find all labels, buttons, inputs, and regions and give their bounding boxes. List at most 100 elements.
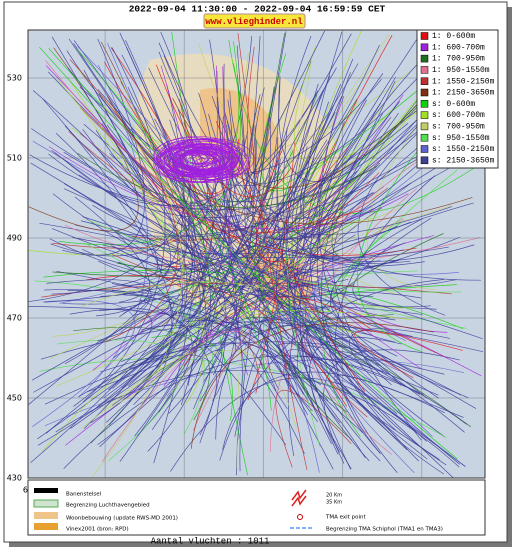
flight-track <box>151 58 354 431</box>
flight-track <box>199 324 402 402</box>
flight-track <box>105 55 313 410</box>
flight-track <box>185 30 325 297</box>
flight-track <box>39 46 458 460</box>
flight-track <box>64 188 206 253</box>
flight-track <box>111 54 187 288</box>
flight-track <box>346 311 482 377</box>
flight-track <box>30 229 193 464</box>
holding-track <box>153 136 241 177</box>
flight-track <box>228 181 449 259</box>
flight-track <box>259 354 364 434</box>
legend-swatch <box>420 133 429 142</box>
flight-track <box>319 335 461 431</box>
flight-track <box>272 171 366 231</box>
holding-track <box>172 146 226 172</box>
flight-track <box>72 221 411 255</box>
flight-track <box>92 101 400 237</box>
legend-label: s: 950-1550m <box>432 134 490 143</box>
flight-track <box>126 151 417 256</box>
key-icon <box>297 514 303 520</box>
holding-track <box>170 146 211 166</box>
flight-track <box>29 154 374 211</box>
flight-track <box>284 349 341 416</box>
flight-track <box>28 31 194 303</box>
y-tick-label: 470 <box>7 314 22 323</box>
flight-track <box>333 375 464 460</box>
flight-track <box>352 217 432 308</box>
legend-swatch <box>420 88 429 97</box>
legend-label: s: 2150-3650m <box>432 156 495 165</box>
flight-track <box>330 218 423 343</box>
flight-track <box>64 183 366 459</box>
legend-swatch <box>420 77 429 85</box>
flight-track <box>250 272 439 396</box>
flight-track <box>74 196 150 317</box>
flight-track <box>303 31 343 264</box>
flight-track <box>182 193 348 413</box>
flight-track <box>68 38 207 298</box>
flight-track <box>222 66 249 376</box>
flight-track <box>62 38 145 256</box>
flight-track <box>301 316 396 369</box>
flight-track <box>139 320 283 351</box>
flight-track <box>131 209 363 241</box>
flight-track <box>108 332 185 390</box>
key-swatch <box>33 499 59 508</box>
flight-track <box>158 321 268 413</box>
flight-track <box>86 275 348 407</box>
holding-track <box>162 139 237 174</box>
flight-track <box>322 47 464 309</box>
holding-track <box>155 143 228 178</box>
flight-track <box>310 92 430 224</box>
flight-track <box>76 49 272 411</box>
flight-track <box>192 143 446 431</box>
flight-track <box>276 36 445 475</box>
flight-track <box>106 95 473 225</box>
flight-track <box>136 314 394 388</box>
flight-track <box>219 279 445 461</box>
flight-track <box>56 78 205 405</box>
legend-swatch <box>420 100 429 108</box>
flight-track <box>39 358 447 438</box>
flight-track <box>121 120 417 363</box>
flight-track <box>193 169 332 410</box>
flight-track <box>156 259 466 467</box>
flight-track <box>215 291 422 440</box>
flight-track <box>354 330 463 379</box>
key-box <box>27 479 486 536</box>
flight-track <box>156 64 292 198</box>
legend-label: s: 600-700m <box>432 111 485 120</box>
key-swatch <box>34 512 58 519</box>
legend-swatch <box>420 156 429 165</box>
flight-track <box>317 99 447 466</box>
legend-swatch <box>420 32 429 40</box>
flight-track <box>305 203 381 462</box>
flight-track <box>119 112 336 462</box>
flight-track <box>236 280 257 469</box>
flight-track <box>178 212 454 478</box>
map-border <box>27 29 486 479</box>
y-tick-label: 490 <box>7 234 22 243</box>
flight-track <box>228 223 290 310</box>
flight-track <box>55 370 460 468</box>
flight-track <box>178 102 381 322</box>
legend-label: s: 700-950m <box>432 123 485 132</box>
flight-track <box>31 128 228 209</box>
flight-track <box>151 55 209 227</box>
flight-track <box>80 220 477 409</box>
flight-track <box>163 235 434 387</box>
flight-track <box>294 162 381 317</box>
flight-track <box>44 289 329 401</box>
flight-track <box>239 75 331 472</box>
legend-label: 1: 600-700m <box>432 43 485 52</box>
flight-track <box>237 33 308 470</box>
holding-track <box>173 147 243 181</box>
legend-label: 1: 2150-3650m <box>432 89 495 98</box>
flight-track <box>112 202 474 389</box>
key-icon <box>291 489 307 507</box>
flight-track <box>77 152 377 208</box>
flight-track <box>187 67 337 386</box>
flight-track <box>111 289 277 392</box>
flight-track <box>205 251 406 342</box>
flight-track <box>63 355 467 469</box>
